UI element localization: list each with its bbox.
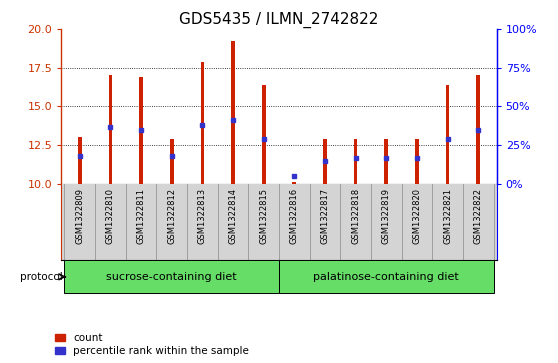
Legend: count, percentile rank within the sample: count, percentile rank within the sample — [55, 333, 249, 356]
Text: GSM1322819: GSM1322819 — [382, 188, 391, 244]
Text: GSM1322812: GSM1322812 — [167, 188, 176, 244]
Bar — [292, 182, 296, 184]
Bar — [200, 62, 204, 184]
Text: GSM1322818: GSM1322818 — [351, 188, 360, 244]
Bar — [384, 139, 388, 184]
Title: GDS5435 / ILMN_2742822: GDS5435 / ILMN_2742822 — [179, 12, 379, 28]
Text: GSM1322810: GSM1322810 — [106, 188, 115, 244]
Bar — [262, 85, 266, 184]
Text: GSM1322809: GSM1322809 — [75, 188, 84, 244]
Text: GSM1322815: GSM1322815 — [259, 188, 268, 244]
Bar — [140, 77, 143, 184]
Bar — [323, 139, 327, 184]
Bar — [109, 76, 112, 184]
Bar — [354, 139, 358, 184]
Text: GSM1322811: GSM1322811 — [137, 188, 146, 244]
Text: palatinose-containing diet: palatinose-containing diet — [314, 272, 459, 282]
Text: GSM1322814: GSM1322814 — [229, 188, 238, 244]
Text: GSM1322821: GSM1322821 — [443, 188, 452, 244]
Bar — [170, 139, 174, 184]
Bar — [446, 85, 449, 184]
Bar — [78, 138, 81, 184]
Text: GSM1322813: GSM1322813 — [198, 188, 207, 244]
Text: GSM1322816: GSM1322816 — [290, 188, 299, 244]
FancyBboxPatch shape — [64, 260, 279, 293]
Bar — [231, 41, 235, 184]
Text: sucrose-containing diet: sucrose-containing diet — [107, 272, 237, 282]
Text: GSM1322817: GSM1322817 — [320, 188, 329, 244]
Bar — [477, 76, 480, 184]
Text: protocol: protocol — [20, 272, 62, 282]
Text: GSM1322820: GSM1322820 — [412, 188, 421, 244]
Bar — [415, 139, 418, 184]
Text: GSM1322822: GSM1322822 — [474, 188, 483, 244]
FancyBboxPatch shape — [279, 260, 494, 293]
